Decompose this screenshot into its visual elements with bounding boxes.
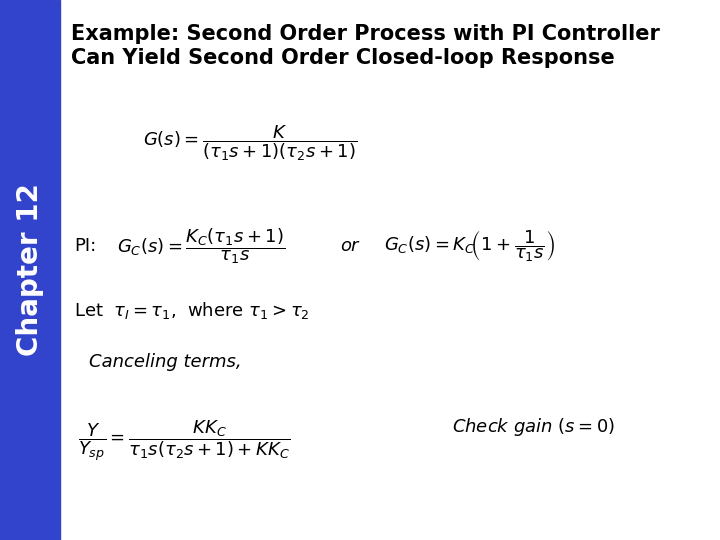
Text: Chapter 12: Chapter 12 [16,184,44,356]
Text: $\dfrac{Y}{Y_{sp}} = \dfrac{KK_C}{\tau_1 s\left(\tau_2 s+1\right)+ KK_C}$: $\dfrac{Y}{Y_{sp}} = \dfrac{KK_C}{\tau_1… [78,417,290,463]
Text: or: or [341,237,359,255]
Text: PI:: PI: [74,237,96,255]
Text: Let  $\tau_I = \tau_1$,  where $\tau_1 > \tau_2$: Let $\tau_I = \tau_1$, where $\tau_1 > \… [74,300,310,321]
Text: $G_C(s) = \dfrac{K_C(\tau_1 s+1)}{\tau_1 s}$: $G_C(s) = \dfrac{K_C(\tau_1 s+1)}{\tau_1… [117,226,286,266]
Bar [0,0,60,540]
Text: $G_C(s) = K_C\!\left(1+\dfrac{1}{\tau_1 s}\right)$: $G_C(s) = K_C\!\left(1+\dfrac{1}{\tau_1 … [384,228,554,264]
Text: Check gain $(s = 0)$: Check gain $(s = 0)$ [452,416,616,437]
Text: Example: Second Order Process with PI Controller
Can Yield Second Order Closed-l: Example: Second Order Process with PI Co… [71,24,660,68]
Text: Canceling terms,: Canceling terms, [89,353,241,371]
Text: $G(s) = \dfrac{K}{(\tau_1 s+1)(\tau_2 s+1)}$: $G(s) = \dfrac{K}{(\tau_1 s+1)(\tau_2 s+… [143,123,356,163]
